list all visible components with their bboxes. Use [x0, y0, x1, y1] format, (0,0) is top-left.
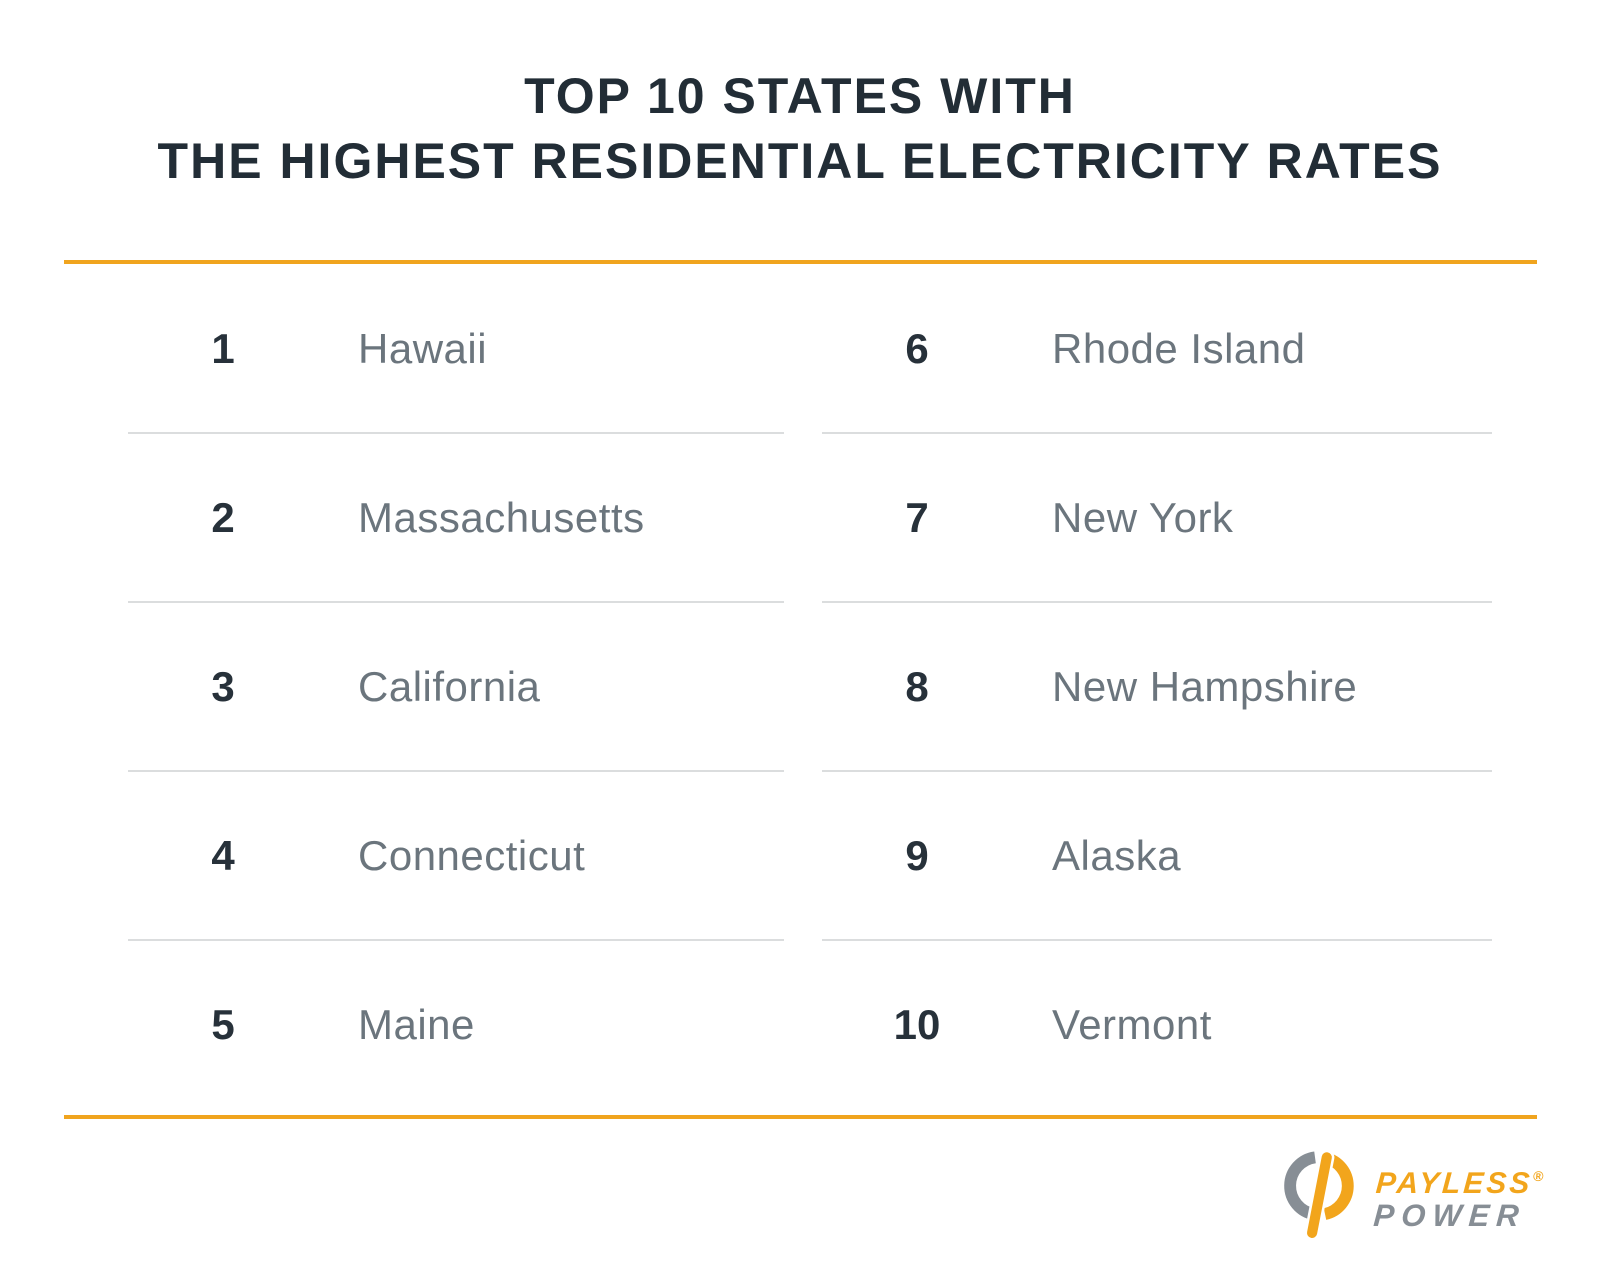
title-line-2: THE HIGHEST RESIDENTIAL ELECTRICITY RATE…: [157, 133, 1443, 189]
payless-power-logo: PAYLESS® POWER: [1275, 1145, 1545, 1247]
rank-number: 1: [211, 324, 235, 372]
payless-power-p-icon: [1284, 1149, 1354, 1241]
title-line-1: TOP 10 STATES WITH: [524, 68, 1076, 124]
state-name: Maine: [358, 1000, 475, 1048]
state-name: Vermont: [1052, 1000, 1212, 1048]
state-name: Rhode Island: [1052, 324, 1306, 372]
rank-number: 6: [905, 324, 929, 372]
rank-row: 8 New Hampshire: [822, 603, 1492, 772]
rank-row: 6 Rhode Island: [822, 265, 1492, 434]
top-accent-rule: [64, 260, 1537, 264]
rank-number: 4: [211, 831, 235, 879]
logo-payless-label: PAYLESS: [1374, 1167, 1534, 1200]
rank-number: 8: [905, 662, 929, 710]
rank-number: 7: [905, 493, 929, 541]
state-name: New York: [1052, 493, 1234, 541]
logo-payless-text: PAYLESS®: [1375, 1160, 1545, 1200]
state-name: California: [358, 662, 541, 710]
rank-row: 1 Hawaii: [128, 265, 784, 434]
page-title: TOP 10 STATES WITH THE HIGHEST RESIDENTI…: [0, 64, 1600, 194]
rank-number: 5: [211, 1000, 235, 1048]
state-name: Massachusetts: [358, 493, 645, 541]
logo-power-text: POWER: [1372, 1198, 1528, 1233]
rank-row: 9 Alaska: [822, 772, 1492, 941]
ranking-column-right: 6 Rhode Island 7 New York 8 New Hampshir…: [822, 265, 1492, 1108]
state-name: New Hampshire: [1052, 662, 1358, 710]
rank-row: 4 Connecticut: [128, 772, 784, 941]
rank-number: 10: [893, 1000, 941, 1048]
state-name: Connecticut: [358, 831, 586, 879]
rank-number: 9: [905, 831, 929, 879]
rank-number: 2: [211, 493, 235, 541]
registered-trademark-icon: ®: [1532, 1168, 1544, 1184]
ranking-column-left: 1 Hawaii 2 Massachusetts 3 California 4 …: [128, 265, 784, 1108]
rank-row: 7 New York: [822, 434, 1492, 603]
ranking-grid: 1 Hawaii 2 Massachusetts 3 California 4 …: [128, 265, 1492, 1108]
payless-power-wordmark: PAYLESS® POWER: [1372, 1160, 1545, 1233]
rank-number: 3: [211, 662, 235, 710]
state-name: Alaska: [1052, 831, 1182, 879]
rank-row: 2 Massachusetts: [128, 434, 784, 603]
state-name: Hawaii: [358, 324, 488, 372]
rank-row: 3 California: [128, 603, 784, 772]
bottom-accent-rule: [64, 1115, 1537, 1119]
rank-row: 10 Vermont: [822, 941, 1492, 1108]
rank-row: 5 Maine: [128, 941, 784, 1108]
